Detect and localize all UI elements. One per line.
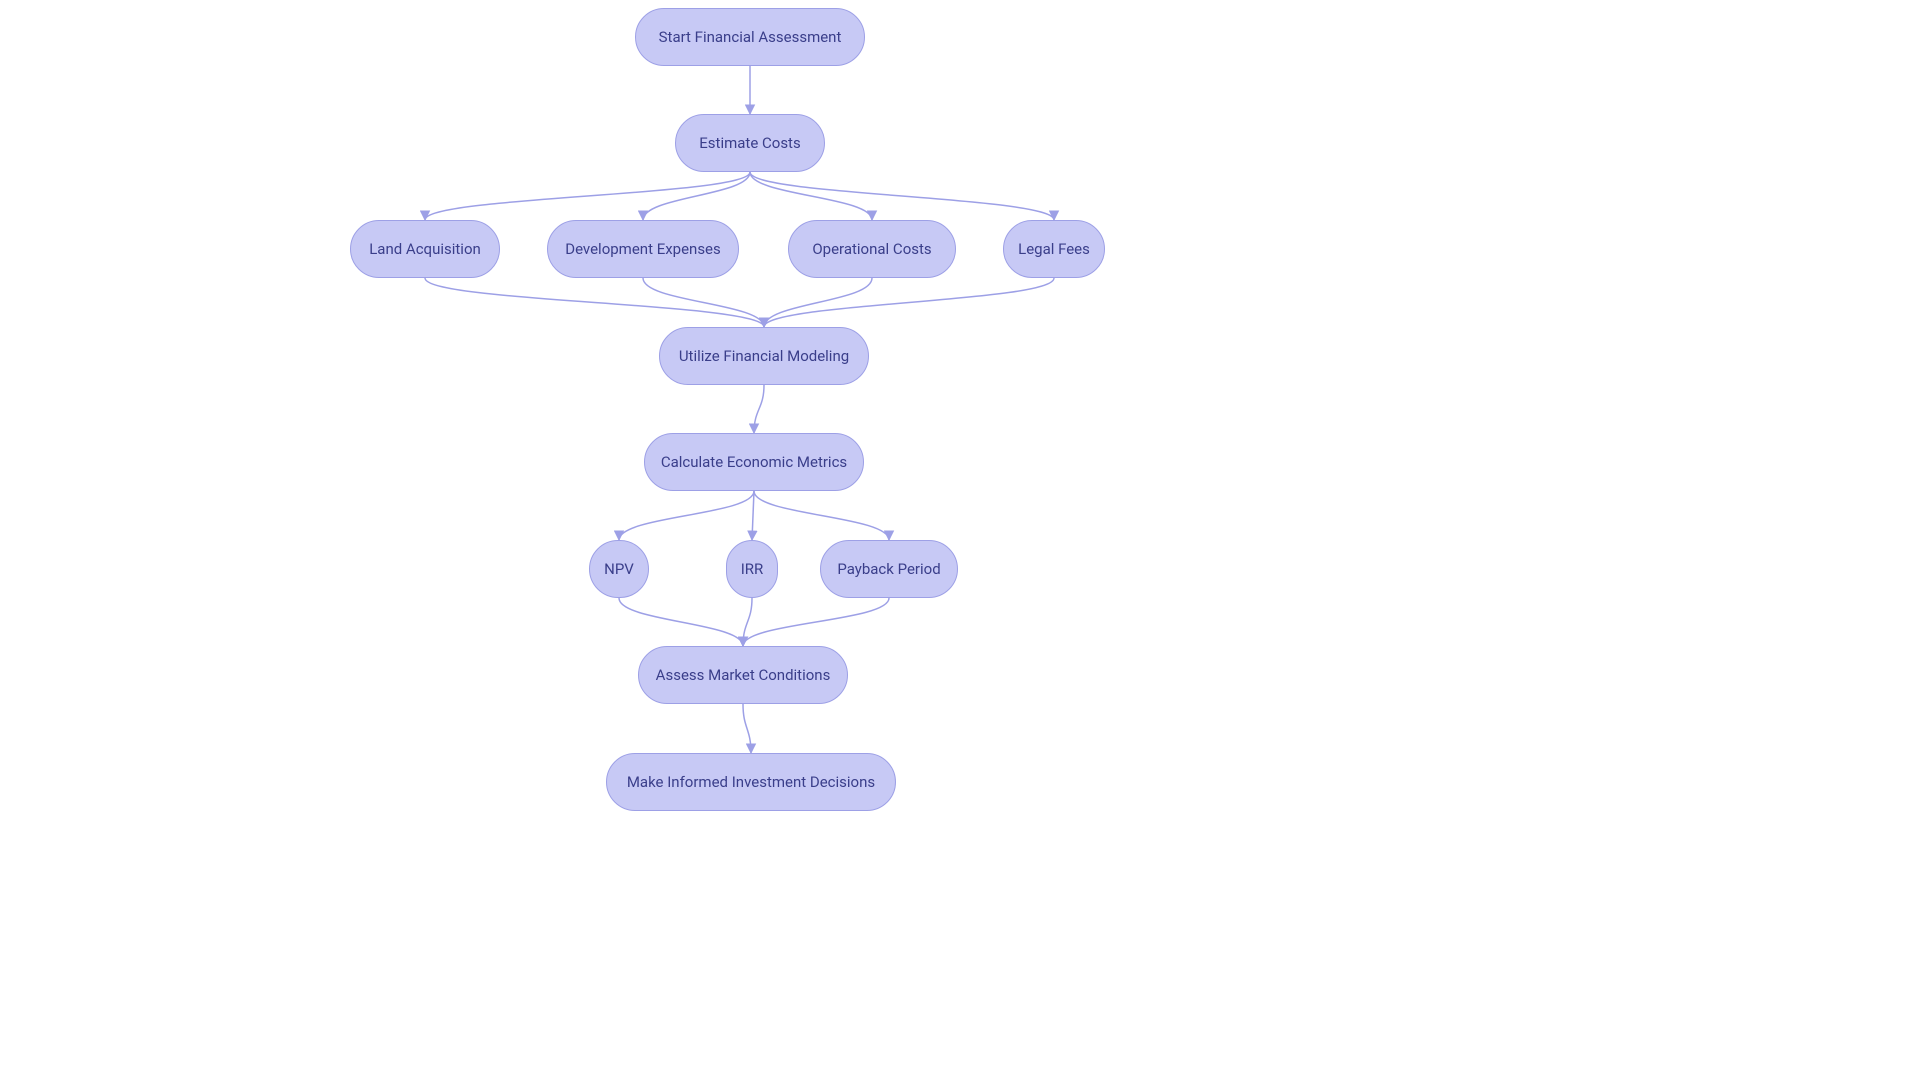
node-legal: Legal Fees	[1003, 220, 1105, 278]
edge-irr-to-market	[743, 598, 752, 646]
edge-dev-to-model	[643, 278, 764, 327]
node-label: Utilize Financial Modeling	[679, 347, 849, 365]
node-label: Land Acquisition	[369, 240, 481, 258]
node-label: IRR	[741, 560, 764, 578]
edge-legal-to-model	[764, 278, 1054, 327]
node-start: Start Financial Assessment	[635, 8, 865, 66]
flowchart-edges	[0, 0, 1920, 1083]
node-label: Start Financial Assessment	[659, 28, 842, 46]
node-label: Estimate Costs	[699, 134, 800, 152]
node-dev: Development Expenses	[547, 220, 739, 278]
node-label: Development Expenses	[565, 240, 721, 258]
edge-estimate-to-ops	[750, 172, 872, 220]
edge-land-to-model	[425, 278, 764, 327]
edge-npv-to-market	[619, 598, 743, 646]
node-irr: IRR	[726, 540, 778, 598]
edge-metrics-to-payback	[754, 491, 889, 540]
node-ops: Operational Costs	[788, 220, 956, 278]
node-estimate: Estimate Costs	[675, 114, 825, 172]
edge-estimate-to-dev	[643, 172, 750, 220]
edge-payback-to-market	[743, 598, 889, 646]
node-label: Make Informed Investment Decisions	[627, 773, 875, 791]
node-label: Operational Costs	[812, 240, 931, 258]
node-payback: Payback Period	[820, 540, 958, 598]
node-decide: Make Informed Investment Decisions	[606, 753, 896, 811]
node-npv: NPV	[589, 540, 649, 598]
node-market: Assess Market Conditions	[638, 646, 848, 704]
edge-estimate-to-legal	[750, 172, 1054, 220]
node-label: Assess Market Conditions	[656, 666, 831, 684]
node-label: NPV	[604, 560, 634, 578]
edge-market-to-decide	[743, 704, 751, 753]
node-land: Land Acquisition	[350, 220, 500, 278]
edge-ops-to-model	[764, 278, 872, 327]
edge-model-to-metrics	[754, 385, 764, 433]
edge-metrics-to-irr	[752, 491, 754, 540]
edge-estimate-to-land	[425, 172, 750, 220]
node-label: Calculate Economic Metrics	[661, 453, 847, 471]
node-label: Legal Fees	[1018, 240, 1090, 258]
node-metrics: Calculate Economic Metrics	[644, 433, 864, 491]
node-model: Utilize Financial Modeling	[659, 327, 869, 385]
edge-metrics-to-npv	[619, 491, 754, 540]
node-label: Payback Period	[837, 560, 940, 578]
flowchart-canvas: Start Financial Assessment Estimate Costs…	[0, 0, 1920, 1083]
